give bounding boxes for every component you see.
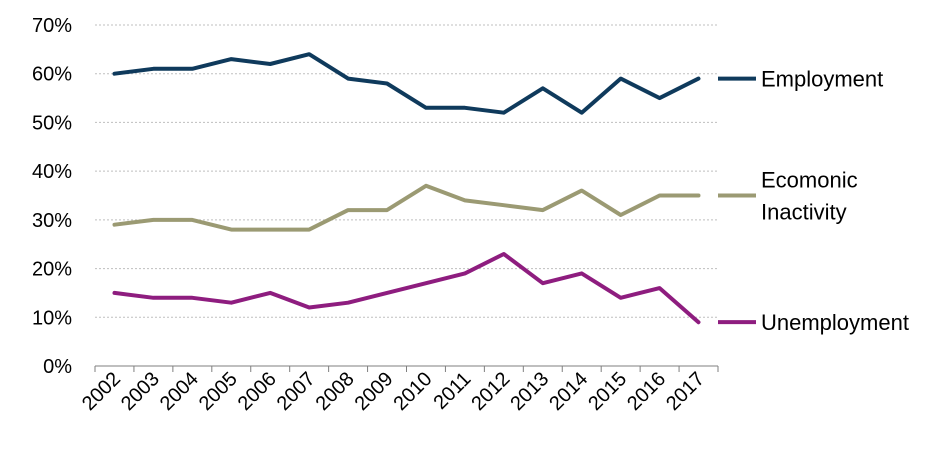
x-tick-label: 2008 [312, 368, 359, 415]
y-tick-label: 10% [32, 307, 72, 329]
series-line-unemployment [112, 252, 701, 325]
x-tick-label: 2010 [389, 368, 436, 415]
y-tick-label: 40% [32, 161, 72, 183]
x-tick-label: 2016 [623, 368, 670, 415]
y-axis-tick-labels: 0% 10% 20% 30% 40% 50% 60% 70% [32, 15, 72, 378]
x-tick-label: 2015 [584, 368, 631, 415]
legend-label-employment: Employment [761, 67, 883, 92]
x-tick-label: 2011 [429, 368, 475, 414]
x-tick-label: 2005 [195, 368, 242, 415]
x-tick-label: 2007 [273, 368, 320, 415]
y-tick-label: 0% [43, 356, 72, 378]
y-tick-label: 60% [32, 64, 72, 86]
legend: Employment Ecomonic Inactivity Unemployment [718, 67, 909, 335]
y-tick-label: 30% [32, 210, 72, 232]
y-tick-label: 20% [32, 259, 72, 281]
x-tick-label: 2006 [234, 368, 281, 415]
legend-label-unemployment: Unemployment [761, 310, 909, 335]
axes [94, 365, 719, 372]
x-tick-label: 2002 [78, 368, 125, 415]
x-tick-label: 2012 [467, 368, 514, 415]
x-tick-label: 2013 [506, 368, 553, 415]
y-tick-label: 50% [32, 112, 72, 134]
x-tick-label: 2014 [545, 368, 592, 415]
series-line-employment [112, 52, 701, 115]
series-line-ecomonic-inactivity [112, 183, 701, 232]
legend-label-ecomonic-inactivity: Ecomonic Inactivity [761, 168, 858, 225]
y-tick-label: 70% [32, 15, 72, 37]
x-tick-label: 2003 [117, 368, 164, 415]
x-tick-label: 2009 [351, 368, 398, 415]
x-axis-tick-labels: 2002200320042005200620072008200920102011… [78, 368, 709, 415]
series-lines [112, 52, 701, 325]
x-tick-label: 2017 [662, 368, 709, 415]
x-tick-label: 2004 [156, 368, 203, 415]
